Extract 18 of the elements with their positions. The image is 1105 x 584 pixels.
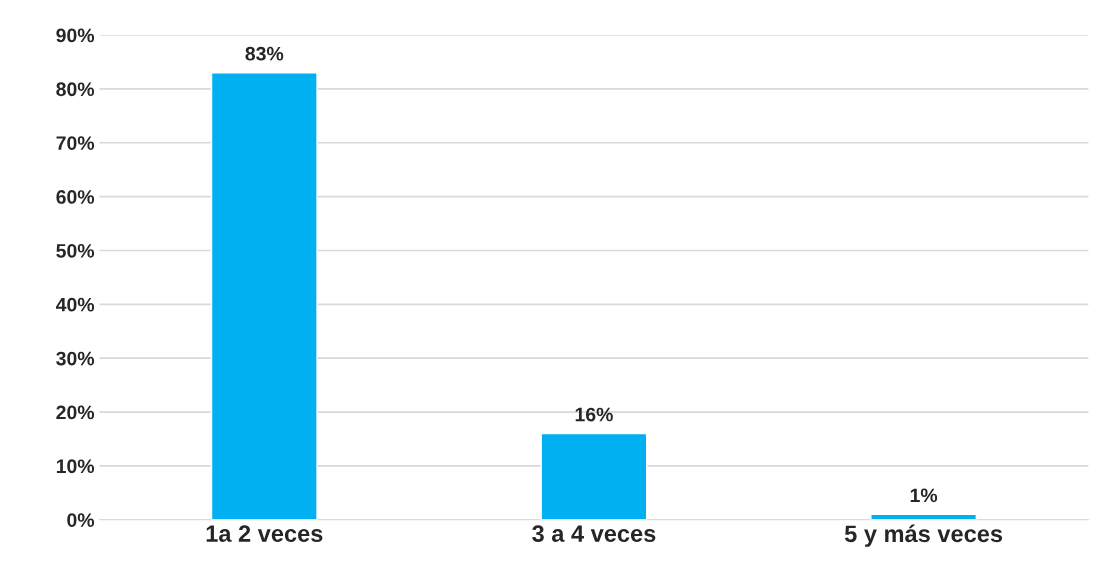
x-tick-label: 3 a 4 veces	[532, 525, 656, 542]
y-tick-label: 30%	[56, 351, 95, 366]
y-tick-label: 20%	[56, 405, 95, 420]
data-label: 16%	[575, 407, 613, 422]
x-tick-label: 5 y más veces	[844, 524, 1003, 547]
data-label: 83%	[245, 46, 284, 61]
x-tick-label: 1a 2 veces	[206, 525, 323, 542]
y-tick-label: 0%	[67, 513, 95, 527]
y-tick-label: 90%	[56, 28, 95, 43]
y-tick-label: 70%	[56, 136, 95, 150]
y-tick-label: 40%	[55, 297, 95, 312]
y-tick-label: 60%	[56, 190, 95, 204]
y-tick-label: 80%	[56, 82, 95, 97]
y-tick-label: 50%	[56, 243, 95, 258]
bar	[210, 72, 318, 520]
y-tick-label: 10%	[56, 459, 95, 474]
bar	[540, 432, 648, 520]
data-label: 1%	[910, 488, 938, 503]
